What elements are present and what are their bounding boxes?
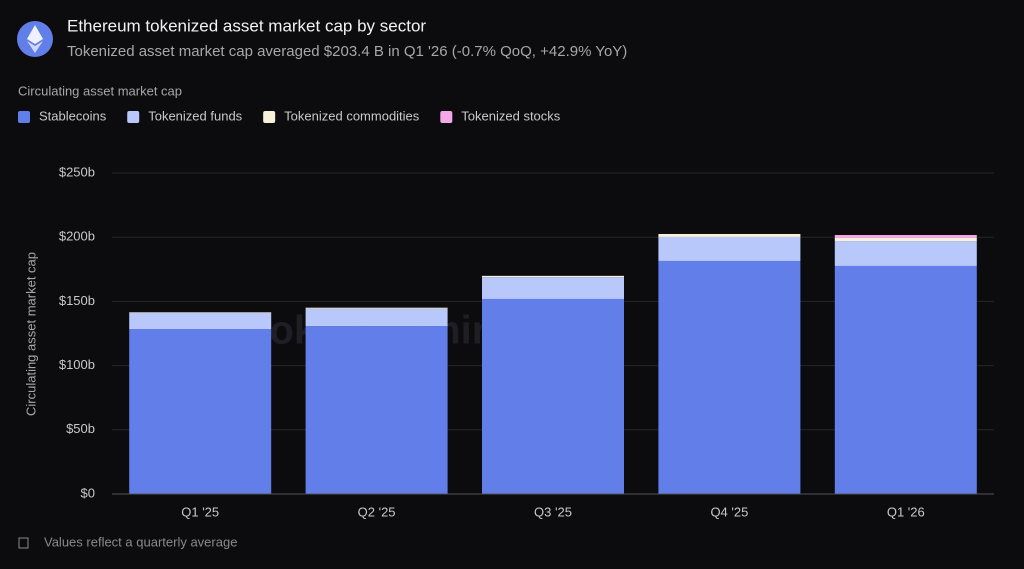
legend-swatch — [18, 111, 30, 123]
y-tick-label: $0 — [81, 485, 95, 500]
y-tick-label: $250b — [59, 164, 95, 179]
bar-segment — [482, 298, 624, 494]
x-tick-label: Q1 '25 — [181, 504, 219, 519]
y-tick-label: $50b — [66, 421, 95, 436]
bar-segment — [834, 237, 977, 242]
bar-segment — [129, 312, 272, 330]
bar-segment — [658, 260, 801, 494]
eth-icon-bottom — [27, 41, 43, 53]
bar-segment — [305, 307, 448, 309]
footnote: Values reflect a quarterly average — [44, 534, 237, 549]
y-axis-label: Circulating asset market cap — [23, 252, 38, 416]
x-tick-label: Q2 '25 — [358, 504, 396, 519]
y-tick-label: $200b — [59, 229, 95, 244]
legend-swatch — [263, 111, 276, 123]
y-tick-label: $100b — [59, 357, 95, 372]
legend-label: Tokenized stocks — [461, 108, 560, 123]
bar-segment — [834, 241, 977, 266]
bar-segment — [834, 265, 977, 494]
chart-subtitle: Tokenized asset market cap averaged $203… — [67, 43, 627, 60]
bar-segment — [305, 308, 448, 327]
bar-segment — [129, 312, 272, 313]
x-tick-label: Q3 '25 — [534, 504, 572, 519]
legend-title: Circulating asset market cap — [18, 83, 182, 98]
eth-icon-top — [27, 25, 43, 44]
legend-label: Stablecoins — [39, 108, 107, 123]
bar-segment — [658, 236, 801, 261]
legend-swatch — [440, 111, 453, 123]
bar-segment — [834, 235, 977, 238]
legend-swatch — [127, 111, 140, 123]
bar-segment — [658, 233, 801, 237]
bar-segment — [482, 275, 624, 278]
x-tick-label: Q1 '26 — [887, 504, 925, 519]
bar-segment — [129, 329, 272, 494]
legend-label: Tokenized funds — [148, 108, 242, 123]
bar-segment — [305, 326, 448, 494]
note-icon — [18, 537, 29, 549]
bar-segment — [482, 277, 624, 299]
x-tick-label: Q4 '25 — [710, 504, 748, 519]
chart-title: Ethereum tokenized asset market cap by s… — [67, 16, 426, 35]
legend-label: Tokenized commodities — [284, 108, 420, 123]
y-tick-label: $150b — [59, 293, 95, 308]
